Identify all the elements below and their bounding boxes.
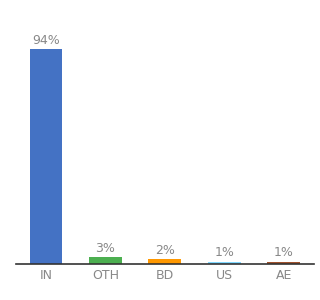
Bar	[208, 262, 241, 264]
Text: 2%: 2%	[155, 244, 175, 257]
Bar	[29, 49, 62, 264]
Bar	[148, 260, 181, 264]
Text: 1%: 1%	[214, 246, 234, 260]
Text: 94%: 94%	[32, 34, 60, 47]
Text: 3%: 3%	[95, 242, 115, 255]
Bar	[268, 262, 300, 264]
Text: 1%: 1%	[274, 246, 294, 260]
Bar	[89, 257, 122, 264]
